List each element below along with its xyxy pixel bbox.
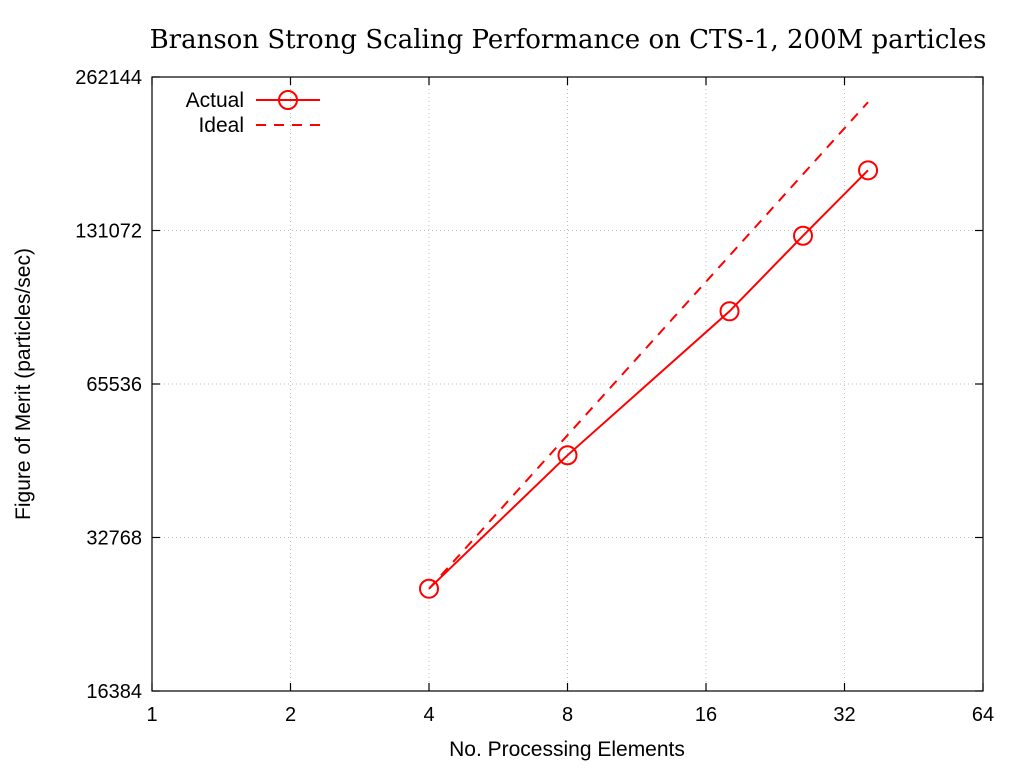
data-point-actual <box>719 301 740 322</box>
data-point-actual <box>419 578 439 599</box>
y-tick-label: 131072 <box>75 221 142 243</box>
legend-label-actual: Actual <box>186 89 244 112</box>
series-line-ideal <box>428 101 869 590</box>
chart-title: Branson Strong Scaling Performance on CT… <box>150 25 987 55</box>
data-point-actual <box>793 225 814 246</box>
x-tick-label: 1 <box>146 704 157 726</box>
x-tick-label: 32 <box>833 704 855 726</box>
plot-frame <box>151 76 984 692</box>
series-layer <box>419 101 879 599</box>
series-line-actual <box>428 169 869 590</box>
legend-label-ideal: Ideal <box>198 114 244 137</box>
x-tick-label: 2 <box>285 704 296 726</box>
y-tick-label: 16384 <box>86 681 142 703</box>
grid <box>152 77 983 691</box>
x-tick-label: 64 <box>972 704 994 726</box>
data-point-actual <box>557 445 578 466</box>
axis-ticks: 1 2 4 8 16 32 64 16384 32768 65536 131072 262144 <box>75 67 994 726</box>
x-tick-label: 16 <box>695 704 717 726</box>
y-axis-label: Figure of Merit (particles/sec) <box>12 248 35 520</box>
data-point-actual <box>858 160 879 181</box>
y-tick-label: 65536 <box>86 374 142 396</box>
x-tick-label: 8 <box>562 704 573 726</box>
y-tick-label: 262144 <box>75 67 142 89</box>
y-tick-label: 32768 <box>86 528 142 550</box>
x-axis-label: No. Processing Elements <box>449 738 685 761</box>
x-tick-label: 4 <box>423 704 434 726</box>
legend-marker-actual <box>278 90 298 110</box>
